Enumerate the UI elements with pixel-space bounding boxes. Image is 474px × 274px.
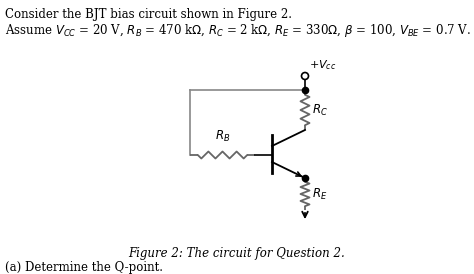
- Text: $R_E$: $R_E$: [312, 186, 328, 202]
- Text: Figure 2: The circuit for Question 2.: Figure 2: The circuit for Question 2.: [128, 247, 346, 260]
- Text: (a) Determine the Q-point.: (a) Determine the Q-point.: [5, 261, 163, 274]
- Text: Consider the BJT bias circuit shown in Figure 2.: Consider the BJT bias circuit shown in F…: [5, 8, 292, 21]
- Text: $+V_{cc}$: $+V_{cc}$: [309, 58, 337, 72]
- Text: $R_C$: $R_C$: [312, 102, 328, 118]
- Text: Assume $V_{CC}$ = 20 V, $R_B$ = 470 k$\Omega$, $R_C$ = 2 k$\Omega$, $R_E$ = 330$: Assume $V_{CC}$ = 20 V, $R_B$ = 470 k$\O…: [5, 22, 471, 39]
- Text: $R_B$: $R_B$: [215, 129, 230, 144]
